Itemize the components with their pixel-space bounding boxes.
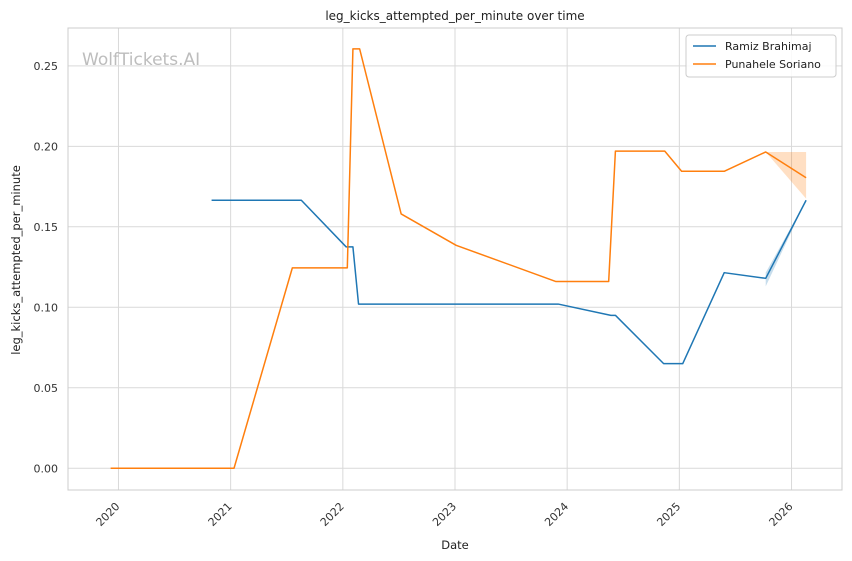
confidence-band: [765, 200, 807, 287]
y-tick-label: 0.20: [34, 140, 59, 153]
y-tick-label: 0.00: [34, 462, 59, 475]
legend-entry-label: Punahele Soriano: [725, 58, 821, 71]
legend-entry-label: Ramiz Brahimaj: [725, 40, 812, 53]
chart-title: leg_kicks_attempted_per_minute over time: [325, 9, 584, 23]
legend-box: [685, 34, 837, 78]
x-axis-title: Date: [441, 538, 469, 552]
series-lines: [110, 48, 807, 470]
legend: Ramiz Brahimaj Punahele Soriano: [685, 34, 837, 78]
confidence-band: [765, 151, 807, 199]
series-line: [211, 199, 807, 365]
y-axis-title: leg_kicks_attempted_per_minute: [9, 165, 23, 355]
y-tick-label: 0.05: [34, 382, 59, 395]
y-tick-label: 0.15: [34, 221, 59, 234]
watermark-text: WolfTickets.AI: [82, 50, 200, 70]
plot-area-frame: [67, 27, 843, 491]
y-axis-ticks: 0.00 0.05 0.10 0.15 0.20 0.25: [34, 60, 59, 475]
y-tick-label: 0.25: [34, 60, 59, 73]
confidence-bands: [765, 151, 807, 287]
y-tick-label: 0.10: [34, 301, 59, 314]
series-line: [110, 48, 807, 470]
